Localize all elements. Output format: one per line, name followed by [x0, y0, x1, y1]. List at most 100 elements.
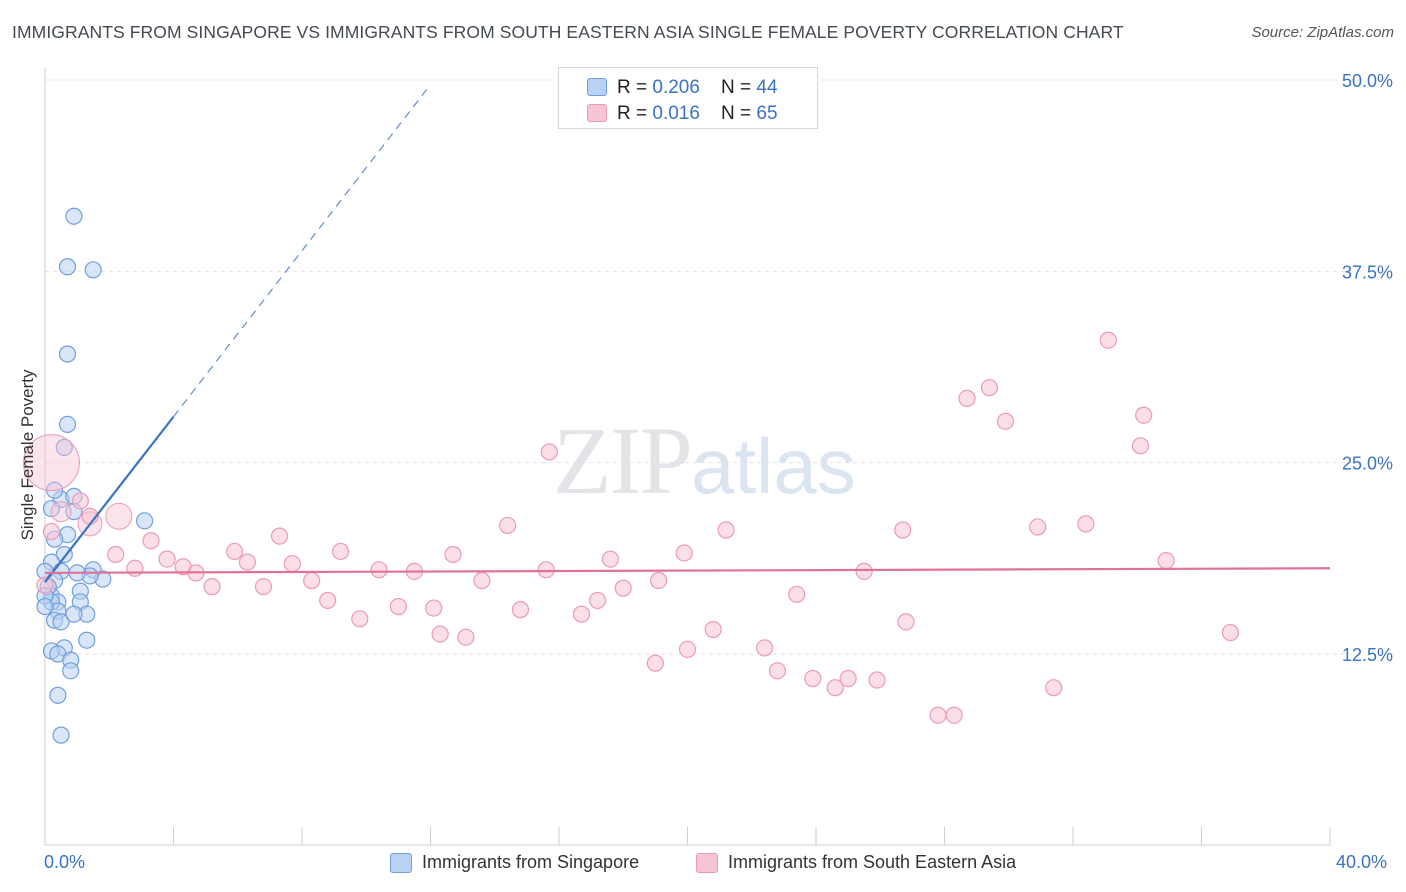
- x-tick-label-min: 0.0%: [44, 852, 86, 872]
- sea-point: [71, 492, 89, 510]
- sea-point: [996, 412, 1015, 430]
- legend-swatch-pink: [696, 853, 718, 873]
- r-label: R =: [617, 77, 653, 98]
- sea-point: [646, 654, 664, 672]
- singapore-point: [55, 438, 73, 456]
- y-tick-label: 37.5%: [1342, 262, 1393, 282]
- sea-point: [1221, 623, 1240, 642]
- r-value: 0.206: [652, 77, 700, 98]
- legend-stats-singapore: R = 0.206 N = 44: [617, 77, 778, 99]
- singapore-point: [65, 605, 83, 623]
- y-axis-label: Single Female Poverty: [18, 369, 37, 541]
- sea-point: [897, 613, 915, 631]
- sea-point: [572, 605, 591, 623]
- sea-point: [675, 544, 693, 562]
- sea-point: [389, 597, 407, 616]
- y-tick-label: 50.0%: [1342, 71, 1393, 91]
- singapore-point: [52, 726, 70, 744]
- n-value: 65: [756, 103, 778, 124]
- sea-point: [788, 585, 806, 603]
- sea-point: [717, 521, 735, 539]
- y-tick-label: 25.0%: [1342, 454, 1393, 474]
- y-tick-label: 12.5%: [1342, 645, 1393, 665]
- correlation-legend: R = 0.206 N = 44 R = 0.016 N = 65: [558, 67, 818, 129]
- singapore-trendline: [44, 416, 175, 583]
- sea-point: [425, 599, 443, 617]
- sea-point: [678, 640, 697, 659]
- singapore-point: [49, 686, 67, 704]
- sea-point: [601, 550, 620, 568]
- legend-stats-sea: R = 0.016 N = 65: [617, 103, 778, 125]
- sea-point: [270, 527, 289, 545]
- sea-point: [1045, 679, 1063, 697]
- sea-point: [1157, 552, 1175, 570]
- legend-swatch-blue: [390, 853, 412, 873]
- sea-point: [225, 542, 244, 561]
- sea-trendline: [44, 567, 1331, 574]
- series-legend-label: Immigrants from South Eastern Asia: [728, 852, 1017, 872]
- chart-title: IMMIGRANTS FROM SINGAPORE VS IMMIGRANTS …: [12, 22, 1124, 42]
- sea-point: [1077, 515, 1095, 533]
- sea-point: [839, 669, 857, 688]
- sea-point-large: [105, 502, 133, 530]
- sea-point: [142, 532, 160, 550]
- sea-point: [1131, 437, 1150, 455]
- sea-point: [511, 601, 530, 619]
- sea-point: [370, 561, 388, 579]
- singapore-point: [65, 207, 83, 225]
- sea-point: [755, 639, 774, 657]
- sea-point: [945, 706, 963, 724]
- sea-point-large: [22, 434, 80, 492]
- sea-point: [331, 542, 350, 561]
- r-value: 0.016: [652, 103, 700, 124]
- sea-point: [283, 555, 301, 573]
- sea-point: [444, 545, 462, 564]
- series-legend-label: Immigrants from Singapore: [422, 852, 640, 872]
- sea-point: [804, 669, 822, 688]
- sea-point: [1029, 518, 1047, 536]
- legend-swatch-blue: [587, 78, 607, 96]
- sea-point: [768, 662, 787, 680]
- sea-point: [980, 379, 999, 397]
- x-tick-label-max: 40.0%: [1336, 852, 1388, 872]
- watermark: ZIPatlas: [553, 405, 856, 516]
- sea-point: [868, 671, 886, 689]
- sea-point: [704, 620, 722, 639]
- n-value: 44: [756, 77, 778, 98]
- singapore-trendline-extension: [173, 84, 431, 418]
- sea-point: [319, 591, 337, 610]
- singapore-point: [52, 613, 70, 631]
- sea-point: [929, 706, 947, 724]
- sea-point: [1099, 331, 1117, 349]
- singapore-point: [36, 597, 54, 616]
- singapore-point: [58, 258, 77, 276]
- sea-point: [158, 550, 176, 568]
- sea-point-large: [50, 501, 72, 523]
- n-label: N =: [721, 103, 757, 124]
- source-credit: Source: ZipAtlas.com: [1251, 24, 1394, 41]
- singapore-point: [58, 345, 77, 363]
- sea-point: [540, 443, 558, 461]
- sea-point: [537, 561, 555, 579]
- legend-swatch-pink: [587, 104, 607, 122]
- sea-point: [855, 562, 873, 580]
- sea-point: [614, 579, 632, 597]
- sea-point: [254, 578, 273, 596]
- watermark-atlas: atlas: [691, 422, 856, 510]
- sea-point: [303, 571, 321, 590]
- sea-point: [126, 559, 144, 577]
- singapore-point: [78, 631, 96, 649]
- sea-point: [649, 571, 668, 590]
- sea-point: [203, 578, 221, 596]
- singapore-point: [135, 512, 154, 530]
- sea-point: [107, 545, 125, 564]
- n-label: N =: [721, 77, 757, 98]
- singapore-point: [84, 261, 102, 279]
- sea-point: [826, 679, 844, 697]
- singapore-point: [62, 662, 80, 680]
- r-label: R =: [617, 103, 653, 124]
- sea-point: [36, 576, 54, 594]
- sea-point: [457, 628, 475, 646]
- sea-point: [431, 625, 449, 643]
